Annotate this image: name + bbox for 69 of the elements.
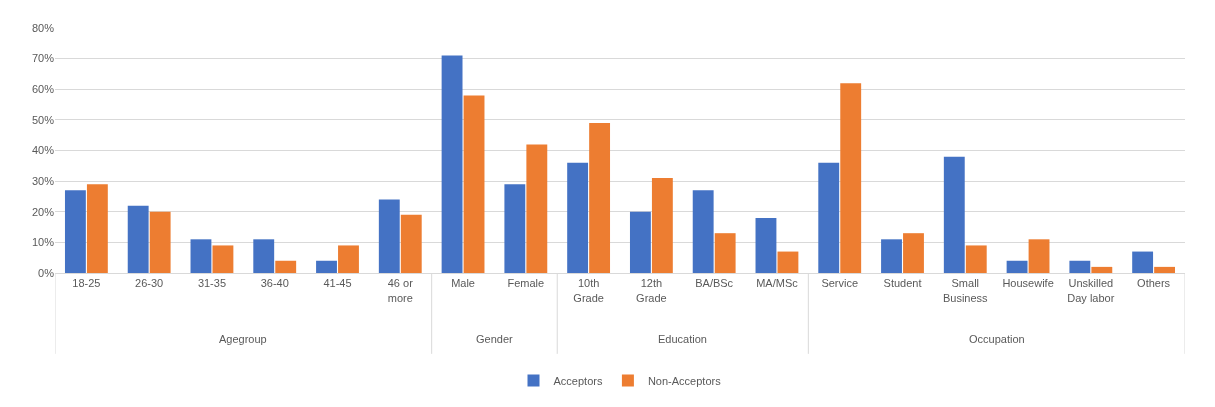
bar (965, 245, 987, 273)
bar (840, 83, 862, 273)
legend-label: Non-Acceptors (647, 374, 722, 387)
y-tick-label: 10% (31, 236, 55, 249)
bar (441, 55, 463, 273)
x-tick-label: Small Business (942, 277, 989, 304)
bar (253, 239, 275, 273)
bar (1006, 260, 1028, 273)
bar (275, 260, 297, 273)
x-tick-label: 36-40 (260, 277, 289, 290)
bar (777, 251, 799, 273)
bar (316, 260, 337, 273)
bar (903, 233, 924, 273)
bar (1091, 266, 1113, 273)
x-tick-label: 31-35 (197, 277, 227, 290)
x-tick-label: Housewife (1002, 277, 1054, 290)
bar (212, 245, 234, 273)
x-tick-label: Male (451, 277, 475, 290)
x-tick-label: Student (883, 277, 922, 290)
y-tick-label: 60% (31, 83, 55, 96)
bar (881, 239, 902, 273)
bar (400, 214, 422, 273)
x-tick-label: 46 or more (387, 277, 414, 304)
x-tick-label: Unskilled Day labor (1067, 277, 1115, 304)
y-tick-label: 80% (31, 21, 55, 34)
bar (378, 199, 400, 273)
x-tick-label: Female (507, 277, 545, 290)
bar (64, 190, 86, 273)
bar (149, 211, 171, 273)
x-tick-label: MA/MSc (756, 277, 799, 290)
x-tick-label: Others (1137, 277, 1171, 290)
x-tick-label: 41-45 (323, 277, 352, 290)
y-tick-label: 70% (31, 52, 55, 65)
bar (504, 184, 526, 273)
text: Occupation (969, 333, 1025, 345)
bar (651, 178, 673, 273)
bar (692, 190, 714, 273)
bar (1154, 266, 1176, 273)
bar (1069, 260, 1091, 273)
bar (86, 184, 108, 273)
bar (755, 217, 777, 273)
y-tick-label: 30% (31, 174, 55, 187)
bar (818, 162, 840, 273)
x-tick-label: 18-25 (72, 277, 101, 290)
text: Education (658, 333, 707, 345)
bar (338, 245, 359, 273)
bar (714, 233, 736, 273)
text: Gender (476, 333, 514, 345)
bar (526, 144, 548, 273)
x-tick-label: 12th Grade (636, 277, 667, 304)
bar (567, 162, 589, 273)
bar (589, 122, 611, 273)
y-tick-label: 50% (31, 113, 55, 126)
bar (190, 239, 212, 273)
legend-label: Acceptors (553, 374, 603, 387)
text: Agegroup (219, 333, 267, 345)
bar (943, 156, 965, 273)
y-tick-label: 20% (31, 205, 55, 218)
x-tick-label: Service (821, 277, 859, 290)
x-tick-label: BA/BSc (695, 277, 734, 290)
y-tick-label: 40% (31, 144, 55, 157)
bar (463, 95, 485, 273)
bar (1132, 251, 1154, 273)
bar (629, 211, 651, 273)
bar (1028, 239, 1050, 273)
bar (127, 205, 149, 273)
x-tick-label: 26-30 (135, 277, 164, 290)
x-tick-label: 10th Grade (573, 277, 604, 304)
y-tick-label: 0% (38, 266, 55, 279)
